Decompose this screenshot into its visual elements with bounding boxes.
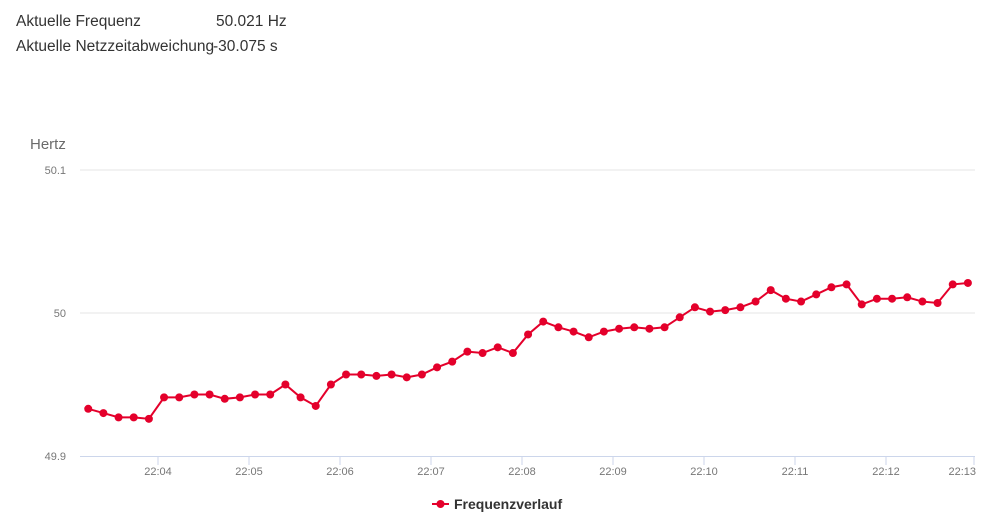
data-point xyxy=(963,278,972,287)
data-point xyxy=(205,390,214,399)
x-tick-label: 22:08 xyxy=(508,466,536,478)
data-point xyxy=(584,333,593,342)
data-point xyxy=(281,380,290,389)
data-point xyxy=(99,409,108,418)
data-point xyxy=(114,413,123,422)
data-point xyxy=(326,380,335,389)
legend-marker-icon xyxy=(436,500,445,508)
data-point xyxy=(690,303,699,312)
data-point xyxy=(645,324,654,333)
x-tick-label: 22:11 xyxy=(782,466,809,478)
data-point xyxy=(660,323,669,332)
x-tick-label: 22:13 xyxy=(948,466,976,478)
current-frequency-label: Aktuelle Frequenz xyxy=(16,13,141,30)
x-tick-label: 22:07 xyxy=(417,466,445,478)
data-point xyxy=(433,363,442,372)
data-point xyxy=(357,370,366,379)
x-tick-label: 22:04 xyxy=(144,466,172,478)
series-line xyxy=(87,281,968,420)
data-point xyxy=(872,294,881,303)
data-point xyxy=(569,327,578,336)
x-tick-label: 22:09 xyxy=(599,466,627,478)
data-point xyxy=(797,297,806,306)
data-point xyxy=(706,307,715,316)
legend[interactable]: Frequenzverlauf xyxy=(432,496,562,512)
data-point xyxy=(342,370,351,379)
data-point xyxy=(948,280,957,289)
data-point xyxy=(478,349,487,358)
data-point xyxy=(842,280,851,289)
data-point xyxy=(387,370,396,379)
current-frequency-value: 50.021 Hz xyxy=(216,13,287,30)
data-point xyxy=(493,343,502,352)
data-point xyxy=(144,414,153,423)
data-point xyxy=(296,393,305,402)
y-axis-title: Hertz xyxy=(30,136,66,153)
data-point xyxy=(524,330,533,339)
data-point xyxy=(160,393,169,402)
data-point xyxy=(675,313,684,322)
data-point xyxy=(311,401,320,410)
grid-time-deviation-label: Aktuelle Netzzeitabweichung xyxy=(16,38,215,55)
data-point xyxy=(736,303,745,312)
data-point xyxy=(903,293,912,302)
y-tick-label: 49.9 xyxy=(45,451,66,463)
data-point xyxy=(827,283,836,292)
data-point xyxy=(888,294,897,303)
legend-label[interactable]: Frequenzverlauf xyxy=(454,496,562,512)
data-point xyxy=(448,357,457,366)
data-point xyxy=(220,394,229,403)
data-point xyxy=(781,294,790,303)
data-point xyxy=(402,373,411,382)
data-point xyxy=(372,371,381,380)
data-point xyxy=(463,347,472,356)
grid-time-deviation-value: -30.075 s xyxy=(213,38,278,55)
y-tick-label: 50 xyxy=(54,308,66,320)
data-point xyxy=(615,324,624,333)
data-point xyxy=(599,327,608,336)
data-point xyxy=(190,390,199,399)
data-point xyxy=(266,390,275,399)
data-point xyxy=(812,290,821,299)
data-point xyxy=(554,323,563,332)
x-tick-label: 22:05 xyxy=(235,466,263,478)
data-point xyxy=(751,297,760,306)
data-point xyxy=(129,413,138,422)
data-point xyxy=(766,286,775,295)
data-point xyxy=(918,297,927,306)
data-point xyxy=(630,323,639,332)
x-tick-label: 22:10 xyxy=(690,466,718,478)
data-point xyxy=(417,370,426,379)
data-point xyxy=(508,349,517,358)
data-point xyxy=(857,300,866,309)
data-point xyxy=(933,298,942,307)
data-point xyxy=(175,393,184,402)
data-point xyxy=(235,393,244,402)
data-point xyxy=(539,317,548,326)
x-tick-label: 22:12 xyxy=(872,466,900,478)
data-point xyxy=(84,404,93,413)
data-point xyxy=(251,390,260,399)
data-point xyxy=(721,306,730,315)
y-tick-label: 50.1 xyxy=(45,165,66,177)
x-tick-label: 22:06 xyxy=(326,466,354,478)
